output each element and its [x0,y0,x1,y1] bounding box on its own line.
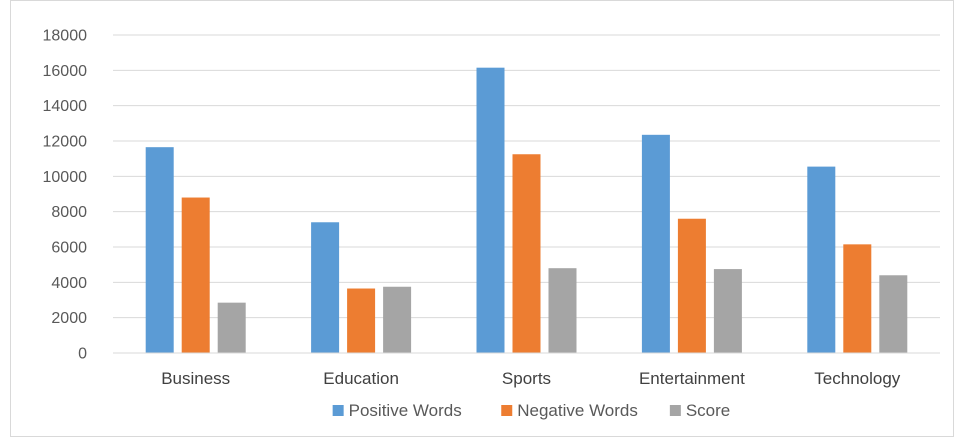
x-category-label: Business [161,369,230,388]
bar-positive-words [311,222,340,353]
legend-label: Negative Words [517,401,638,420]
x-category-label: Education [323,369,399,388]
legend-swatch [501,405,513,416]
x-axis: Business Education Sports Entertainment Tech… [161,369,901,388]
y-tick-label: 18000 [43,28,88,45]
y-tick-label: 6000 [51,240,87,257]
bar-negative-words [843,244,872,353]
bar-negative-words [677,218,706,353]
bar-negative-words [181,197,210,353]
bar-negative-words [347,288,376,353]
legend-label: Positive Words [349,401,462,420]
bar-score [548,268,577,353]
y-tick-label: 8000 [51,204,87,221]
gridlines [113,34,940,319]
legend-swatch [332,405,344,416]
bar-positive-words [145,147,174,353]
bar-positive-words [641,134,670,353]
x-category-label: Entertainment [639,369,745,388]
legend-swatch [669,405,681,416]
bar-score [879,275,908,353]
x-category-label: Technology [814,369,901,388]
bars [145,67,908,353]
y-tick-label: 2000 [51,310,87,327]
legend: Positive Words Negative Words Score [332,401,730,420]
y-tick-label: 12000 [43,134,88,151]
y-tick-label: 0 [78,346,87,363]
y-axis: 0 2000 4000 6000 8000 10000 12000 14000 16000 180… [43,28,88,363]
bar-positive-words [807,166,836,353]
y-tick-label: 10000 [43,169,88,186]
y-tick-label: 14000 [43,98,88,115]
x-category-label: Sports [502,369,551,388]
bar-score [217,302,246,353]
bar-score [713,269,742,353]
y-tick-label: 4000 [51,275,87,292]
bar-positive-words [476,67,505,353]
bar-score [383,286,412,353]
y-tick-label: 16000 [43,63,88,80]
legend-label: Score [686,401,730,420]
bar-negative-words [512,154,541,353]
